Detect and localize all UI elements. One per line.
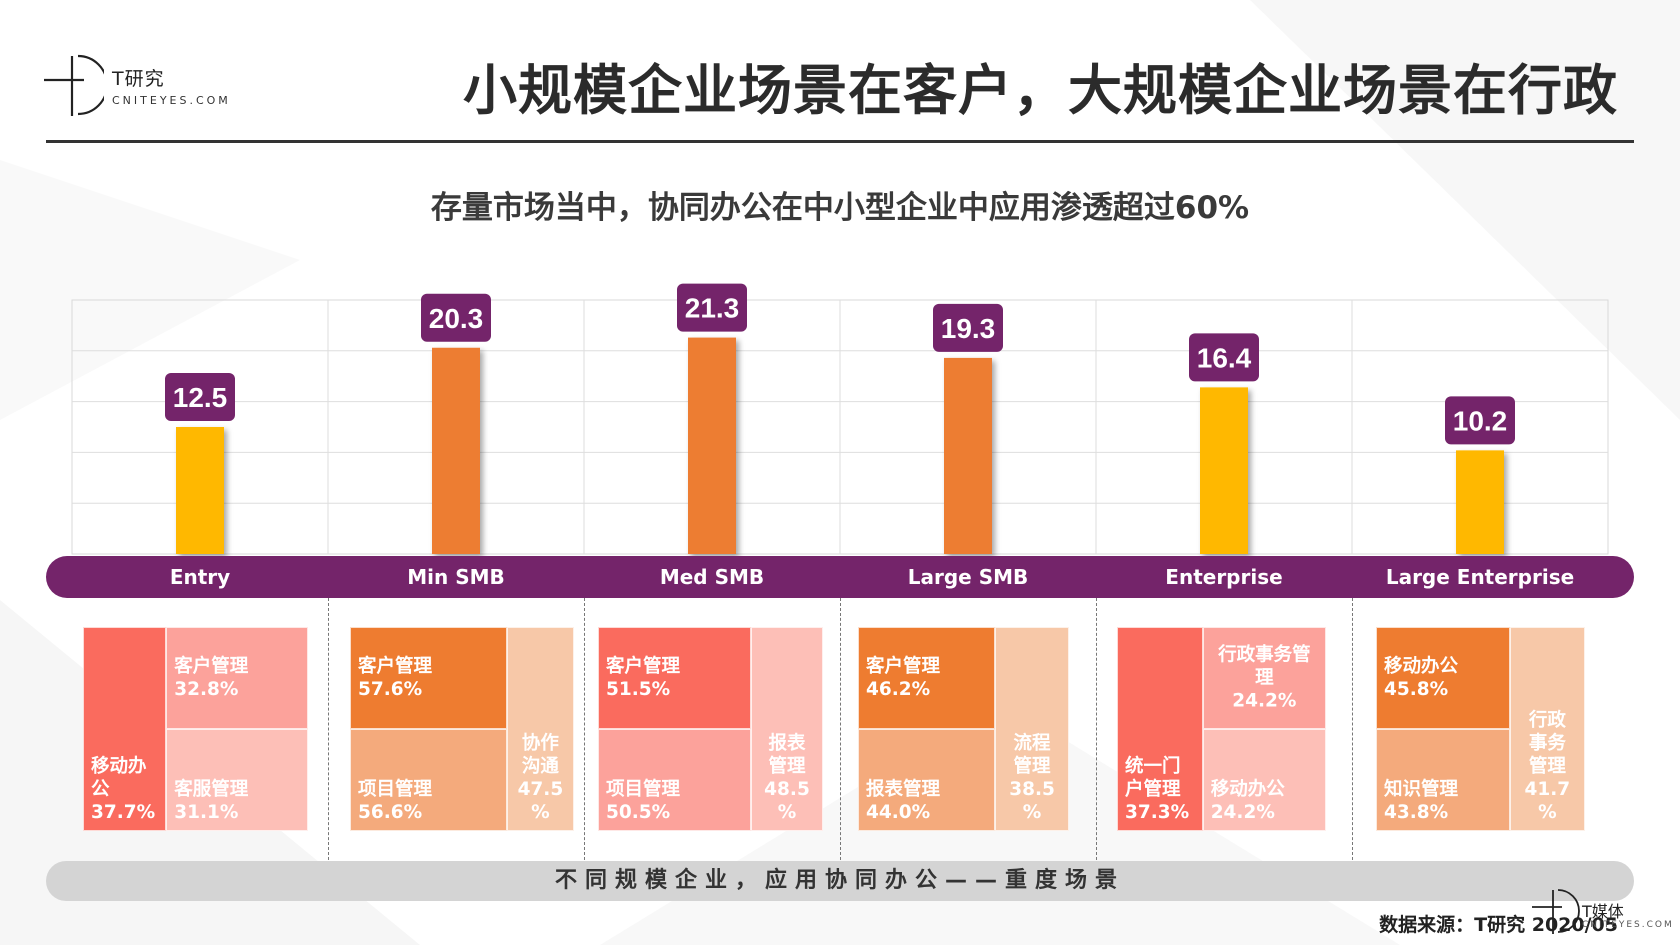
bar-med-smb bbox=[688, 337, 736, 554]
treemap-med-smb: 客户管理 51.5% 项目管理 50.5% 报表 管理 48.5 % bbox=[598, 627, 823, 831]
treemap-tile-label: 客户管理 32.8% bbox=[174, 656, 249, 700]
treemap-tile-label: 项目管理 50.5% bbox=[606, 779, 681, 823]
treemap-tile: 知识管理 43.8% bbox=[1376, 729, 1510, 831]
treemap-tile-label: 移动办公 45.8% bbox=[1384, 656, 1459, 700]
treemap-tile-label: 项目管理 56.6% bbox=[358, 779, 433, 823]
treemap-tile-label: 移动办公 24.2% bbox=[1210, 779, 1285, 823]
treemap-tile: 报表 管理 48.5 % bbox=[751, 627, 823, 831]
treemap-tile: 客户管理 51.5% bbox=[598, 627, 751, 729]
treemap-tile: 客户管理 46.2% bbox=[858, 627, 996, 729]
treemap-tile: 移动办 公 37.7% bbox=[83, 627, 167, 831]
treemap-tile-label: 客户管理 46.2% bbox=[866, 656, 941, 700]
corner-logo-en: CNITEYES.COM bbox=[1582, 920, 1674, 930]
treemap-tile-label: 流程 管理 38.5 % bbox=[1009, 733, 1055, 823]
treemap-tile: 报表管理 44.0% bbox=[858, 729, 996, 831]
treemap-tile-label: 报表管理 44.0% bbox=[866, 779, 941, 823]
treemap-tile: 流程 管理 38.5 % bbox=[995, 627, 1069, 831]
treemap-tile-label: 客户管理 51.5% bbox=[606, 656, 681, 700]
brand-logo-en: CNITEYES.COM bbox=[112, 94, 231, 107]
data-label-box bbox=[165, 373, 235, 421]
title-divider bbox=[46, 140, 1634, 143]
category-label: Min SMB bbox=[407, 565, 505, 589]
data-label: 20.3 bbox=[429, 303, 484, 334]
treemap-tile-label: 统一门 户管理 37.3% bbox=[1125, 756, 1190, 823]
bar-large-enterprise bbox=[1456, 450, 1504, 554]
treemap-tile: 客户管理 57.6% bbox=[350, 627, 507, 729]
category-label: Entry bbox=[169, 565, 231, 589]
treemap-tile: 行政 事务 管理 41.7 % bbox=[1509, 627, 1585, 831]
bar-entry bbox=[176, 427, 224, 554]
treemap-large-enterprise: 移动办公 45.8% 知识管理 43.8% 行政 事务 管理 41.7 % bbox=[1376, 627, 1585, 831]
corner-logo-cn: T媒体 bbox=[1582, 902, 1624, 921]
treemap-tile-label: 客服管理 31.1% bbox=[174, 779, 249, 823]
treemap-tile: 移动办公 24.2% bbox=[1202, 729, 1326, 831]
treemap-tile-label: 知识管理 43.8% bbox=[1384, 779, 1459, 823]
treemap-enterprise: 统一门 户管理 37.3% 行政事务管 理 24.2% 移动办公 24.2% bbox=[1117, 627, 1326, 831]
column-separator bbox=[328, 598, 329, 860]
data-label: 12.5 bbox=[173, 382, 228, 413]
treemap-large-smb: 客户管理 46.2% 报表管理 44.0% 流程 管理 38.5 % bbox=[858, 627, 1069, 831]
treemap-tile: 行政事务管 理 24.2% bbox=[1202, 627, 1326, 729]
treemap-tile-label: 客户管理 57.6% bbox=[358, 656, 433, 700]
scenario-banner: 不同规模企业，应用协同办公——重度场景 bbox=[46, 861, 1634, 901]
column-separator bbox=[1352, 598, 1353, 860]
data-label: 19.3 bbox=[941, 313, 996, 344]
treemap-tile-label: 协作 沟通 47.5 % bbox=[517, 733, 564, 823]
data-source: 数据来源：T研究 2020/05 bbox=[1379, 914, 1618, 936]
treemap-entry: 移动办 公 37.7% 客户管理 32.8% 客服管理 31.1% bbox=[83, 627, 308, 831]
corner-logo: T媒体 CNITEYES.COM bbox=[1532, 886, 1672, 938]
treemap-tile: 项目管理 56.6% bbox=[350, 729, 507, 831]
treemap-tile-label: 报表 管理 48.5 % bbox=[764, 733, 810, 823]
data-label: 21.3 bbox=[685, 293, 740, 324]
data-label-box bbox=[677, 283, 747, 332]
category-label: Enterprise bbox=[1165, 565, 1283, 589]
bar-min-smb bbox=[432, 347, 480, 554]
treemap-tile: 协作 沟通 47.5 % bbox=[506, 627, 574, 831]
bar-chart: 12.5 20.3 21.3 19.3 16.4 10.2 bbox=[71, 283, 1609, 555]
column-separator bbox=[840, 598, 841, 860]
category-label: Med SMB bbox=[659, 565, 765, 589]
column-separator bbox=[1096, 598, 1097, 860]
treemap-tile: 统一门 户管理 37.3% bbox=[1117, 627, 1203, 831]
treemap-tile: 客户管理 32.8% bbox=[166, 627, 308, 729]
treemap-tile-label: 行政 事务 管理 41.7 % bbox=[1524, 710, 1571, 823]
category-label: Large Enterprise bbox=[1385, 565, 1575, 589]
treemap-tile: 移动办公 45.8% bbox=[1376, 627, 1510, 729]
data-label: 10.2 bbox=[1453, 405, 1508, 436]
treemap-tile-label: 行政事务管 理 24.2% bbox=[1218, 644, 1311, 712]
corner-logo-icon bbox=[1532, 889, 1580, 934]
brand-logo: T研究 CNITEYES.COM bbox=[44, 52, 244, 122]
category-label: Large SMB bbox=[907, 565, 1029, 589]
brand-logo-cn: T研究 bbox=[112, 68, 165, 90]
data-label-box bbox=[421, 293, 491, 342]
category-band bbox=[46, 556, 1634, 598]
page-title: 小规模企业场景在客户，大规模企业场景在行政 bbox=[463, 59, 1618, 122]
treemap-tile: 项目管理 50.5% bbox=[598, 729, 751, 831]
treemap-tile-label: 移动办 公 37.7% bbox=[91, 756, 156, 823]
treemap-tile: 客服管理 31.1% bbox=[166, 729, 308, 831]
data-label-box bbox=[1445, 396, 1515, 445]
chart-subtitle: 存量市场当中，协同办公在中小型企业中应用渗透超过60% bbox=[430, 190, 1250, 226]
data-label-box bbox=[1189, 333, 1259, 382]
data-label: 16.4 bbox=[1197, 342, 1252, 373]
bar-enterprise bbox=[1200, 387, 1248, 554]
bar-large-smb bbox=[944, 357, 992, 554]
data-label-box bbox=[933, 303, 1003, 352]
column-separator bbox=[584, 598, 585, 860]
treemap-min-smb: 客户管理 57.6% 项目管理 56.6% 协作 沟通 47.5 % bbox=[350, 627, 574, 831]
brand-logo-icon bbox=[44, 54, 104, 116]
